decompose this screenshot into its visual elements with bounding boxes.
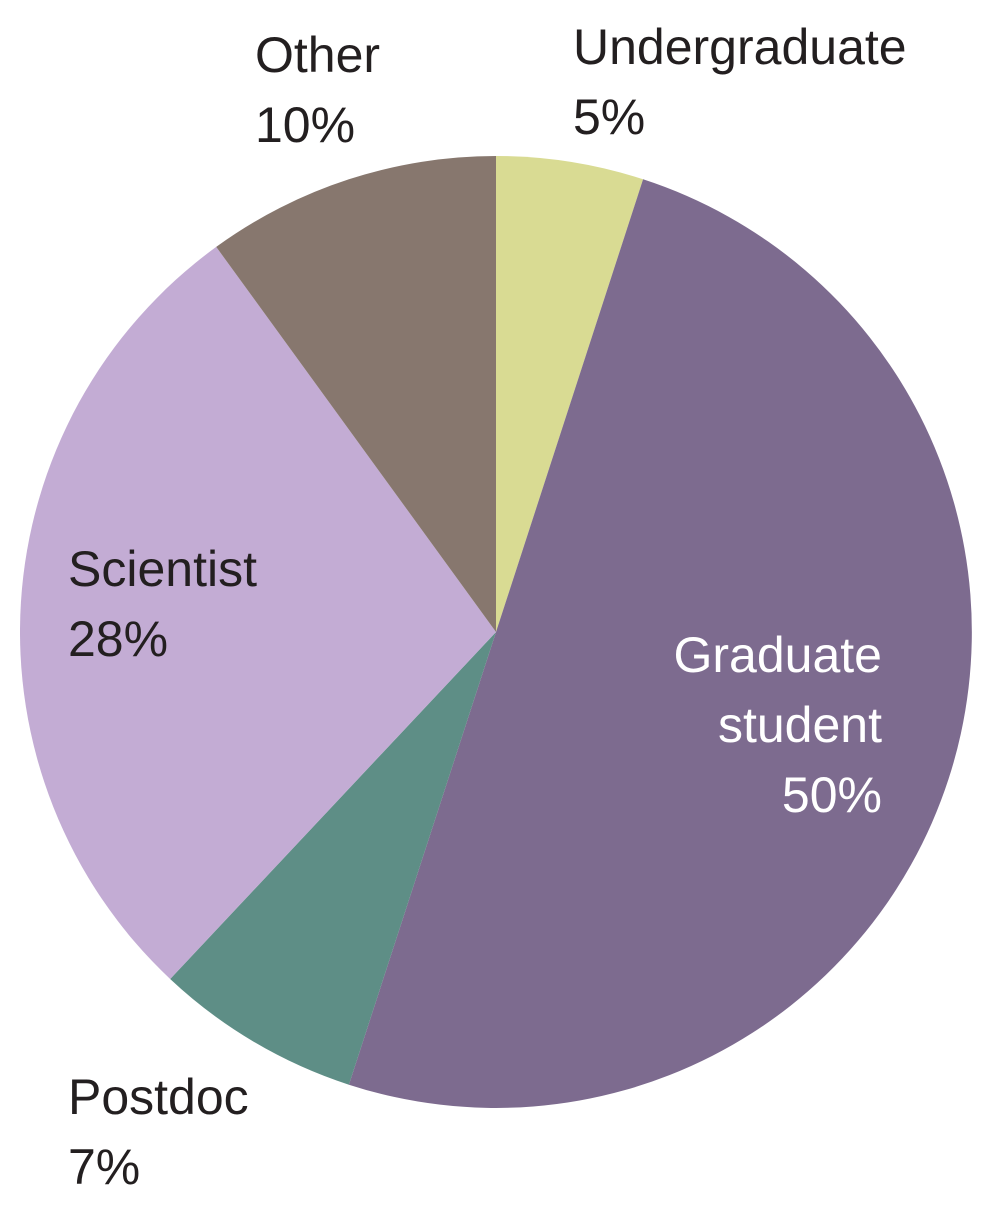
slice-label: Graduate student 50% [622, 620, 882, 830]
category-label: Scientist [68, 541, 257, 597]
slice-label: Undergraduate 5% [573, 12, 993, 152]
value-label: 5% [573, 89, 646, 145]
category-label: Other [255, 27, 381, 83]
pie-slice [348, 179, 972, 1108]
category-label: Postdoc [68, 1069, 249, 1125]
pie-slice [170, 632, 496, 1085]
value-label: 10% [255, 97, 356, 153]
slice-label: Other 10% [255, 20, 505, 160]
value-label: 7% [68, 1139, 141, 1195]
pie-slice [19, 246, 497, 979]
slice-label: Scientist 28% [68, 534, 368, 674]
category-label: Graduate student [673, 627, 882, 753]
value-label: 50% [781, 767, 882, 823]
category-label: Undergraduate [573, 19, 907, 75]
pie-slice [216, 156, 496, 632]
value-label: 28% [68, 611, 169, 667]
slice-label: Postdoc 7% [68, 1062, 368, 1202]
pie-slice [496, 156, 644, 632]
